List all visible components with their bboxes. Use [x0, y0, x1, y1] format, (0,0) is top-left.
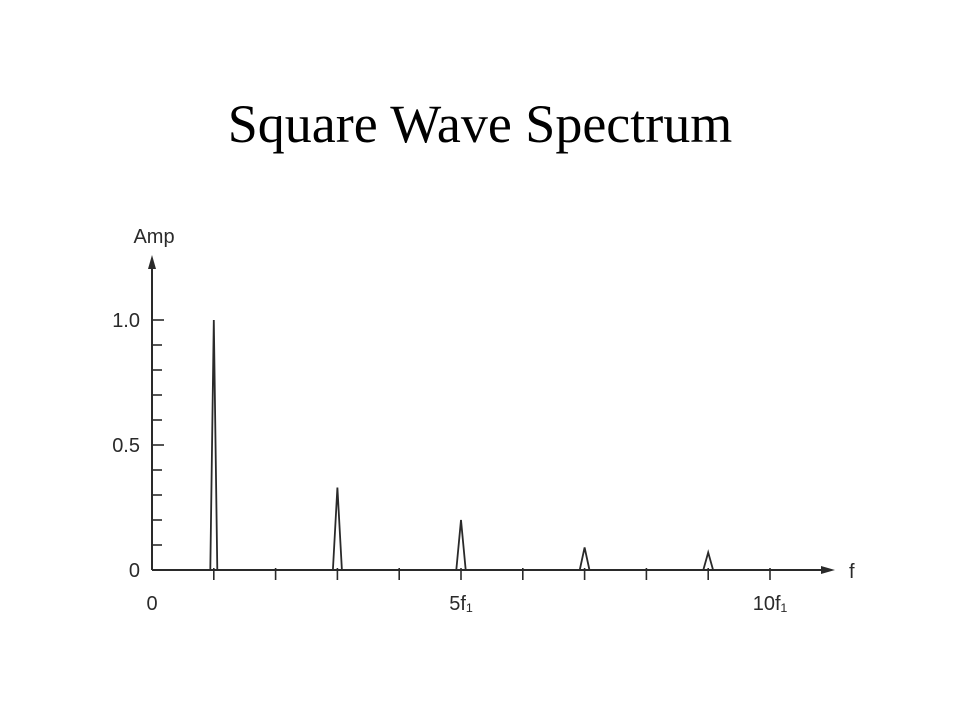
x-tick-label: 0 [146, 593, 157, 615]
spectrum-spike [455, 519, 467, 571]
chart-ticks [152, 319, 771, 580]
y-axis-label: Amp [133, 226, 174, 248]
x-tick-label: 10f₁ [753, 593, 788, 615]
chart-axes [148, 255, 835, 574]
spectrum-spike [331, 487, 343, 571]
x-axis-arrow [821, 566, 835, 574]
spectrum-spike [578, 547, 591, 571]
x-axis-label: f [849, 561, 855, 583]
chart-labels: 0 0.5 1.0 0 5f₁ 10f₁ Amp f [112, 226, 855, 615]
y-tick-label: 0.5 [112, 435, 140, 457]
spectrum-spike [209, 319, 219, 571]
chart-spikes [209, 319, 714, 571]
slide-title: Square Wave Spectrum [227, 94, 733, 154]
x-tick-label: 5f₁ [449, 593, 473, 615]
y-tick-label: 0 [129, 560, 140, 582]
spectrum-spike [702, 549, 714, 571]
y-tick-label: 1.0 [112, 310, 140, 332]
y-axis-arrow [148, 255, 156, 269]
